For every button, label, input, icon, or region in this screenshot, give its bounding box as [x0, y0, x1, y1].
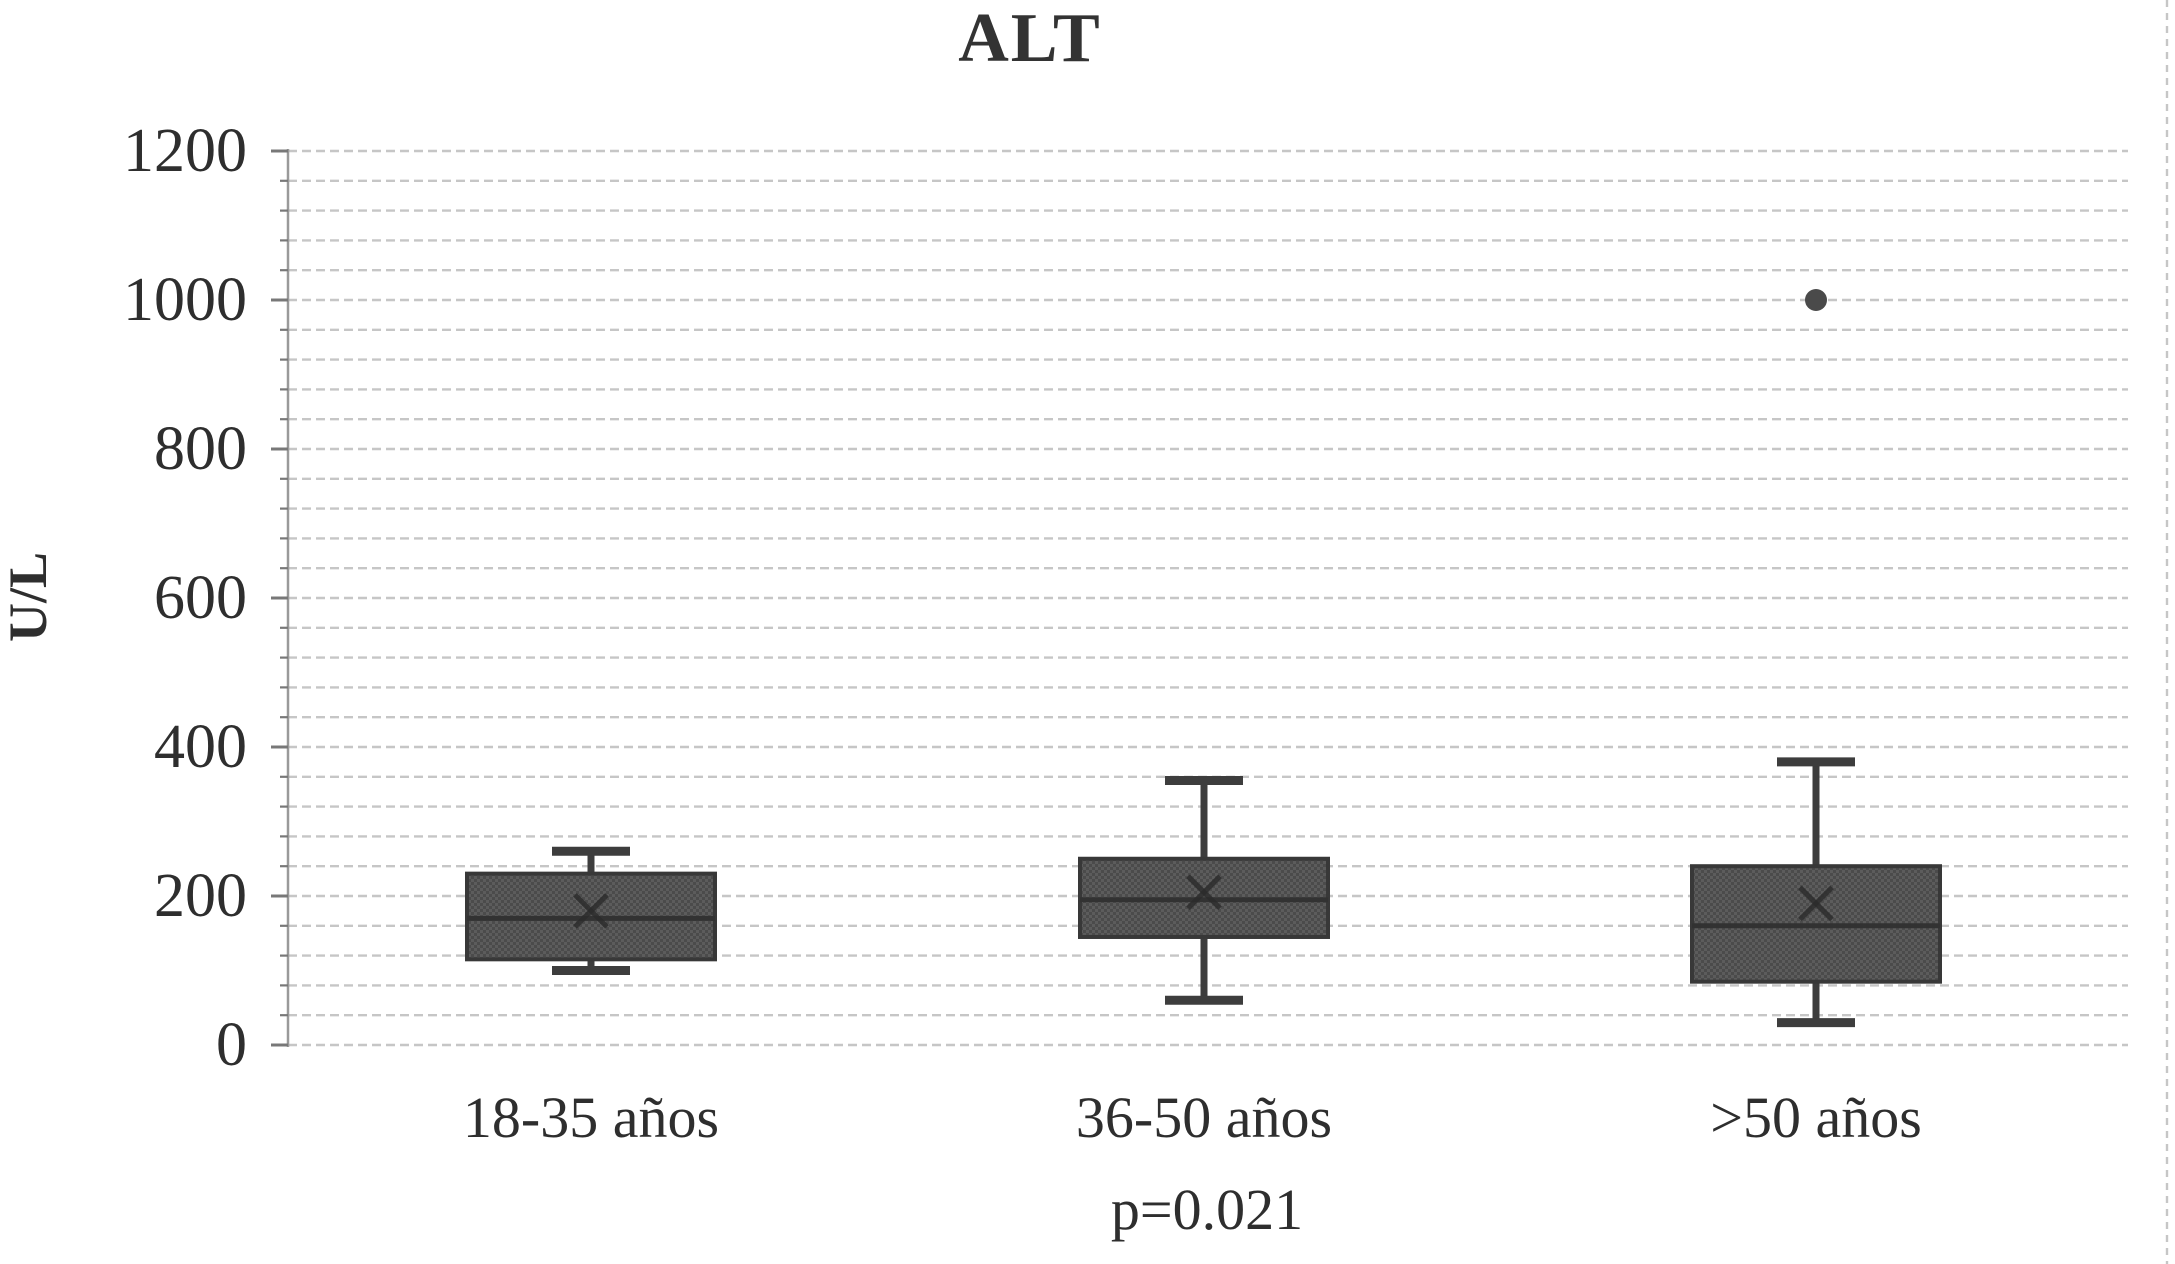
outlier-point-2 [1805, 289, 1827, 311]
y-axis [271, 149, 290, 1047]
y-tick-label-0: 0 [216, 1011, 247, 1079]
box-group-2 [1690, 289, 1942, 1028]
x-category-label-36-50: 36-50 años [1075, 1085, 1333, 1150]
box-group-0 [465, 846, 717, 975]
y-tick-label-400: 400 [154, 713, 247, 781]
x-category-label-18-35: 18-35 años [462, 1085, 720, 1150]
y-tick-label-1000: 1000 [123, 266, 247, 334]
y-tick-label-600: 600 [154, 564, 247, 632]
mean-marker-0 [573, 893, 609, 929]
box-group-1 [1078, 776, 1330, 1005]
x-category-label-over-50: >50 años [1710, 1085, 1922, 1150]
mean-marker-2 [1798, 885, 1834, 922]
y-tick-label-800: 800 [154, 415, 247, 483]
p-value-annotation: p=0.021 [1110, 1177, 1304, 1242]
y-tick-label-1200: 1200 [123, 117, 247, 185]
y-tick-label-200: 200 [154, 862, 247, 930]
chart-title: ALT [958, 0, 1102, 77]
mean-marker-1 [1186, 874, 1222, 911]
